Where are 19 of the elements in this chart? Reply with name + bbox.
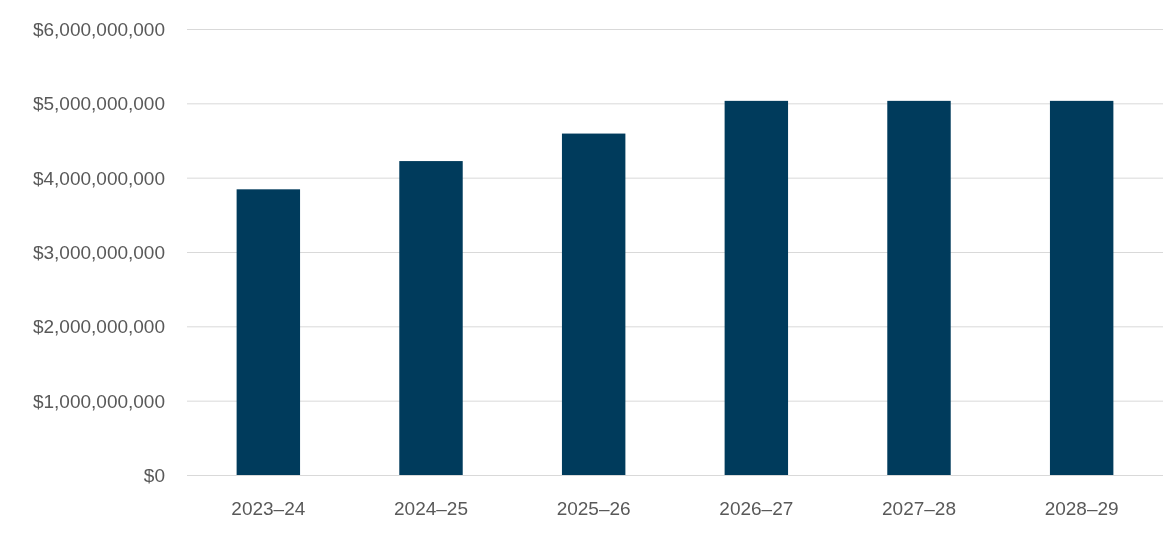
bar <box>724 100 789 476</box>
bar <box>236 189 301 476</box>
y-tick-label: $1,000,000,000 <box>32 390 165 412</box>
y-tick-label: $0 <box>143 465 165 487</box>
x-tick-label: 2024–25 <box>394 498 468 520</box>
x-tick-label: 2028–29 <box>1044 498 1119 520</box>
x-tick-label: 2025–26 <box>556 498 631 520</box>
bar <box>1049 100 1114 476</box>
bar <box>887 100 951 476</box>
y-tick-label: $2,000,000,000 <box>32 316 165 338</box>
bar <box>399 161 463 476</box>
y-tick-label: $6,000,000,000 <box>32 19 165 41</box>
y-tick-label: $4,000,000,000 <box>32 167 165 189</box>
x-tick-label: 2023–24 <box>231 498 306 520</box>
bar <box>561 133 626 476</box>
y-tick-label: $3,000,000,000 <box>32 242 165 264</box>
x-tick-label: 2026–27 <box>719 498 794 520</box>
y-tick-label: $5,000,000,000 <box>32 93 165 115</box>
x-tick-label: 2027–28 <box>882 498 956 520</box>
